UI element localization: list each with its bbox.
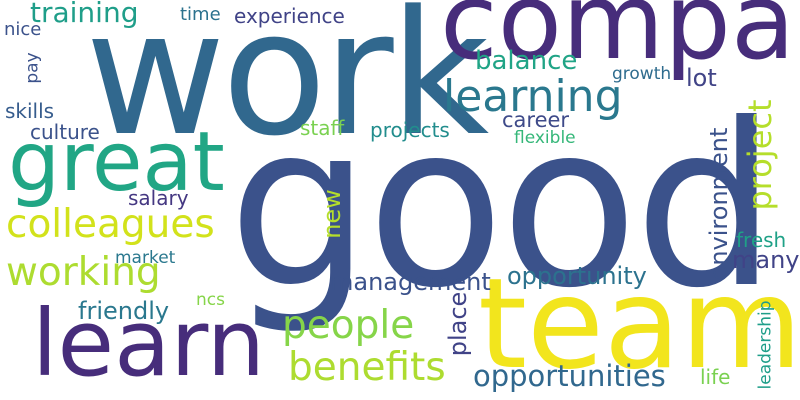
word-nice: nice — [4, 19, 42, 40]
word-company: company — [440, 0, 800, 83]
word-project: project — [741, 99, 779, 211]
word-friendly: friendly — [78, 297, 170, 325]
word-lot: lot — [686, 64, 717, 92]
word-opportunities: opportunities — [473, 359, 666, 393]
word-fresh: fresh — [736, 228, 787, 252]
word-leadership: leadership — [755, 300, 776, 390]
word-great: great — [8, 115, 225, 210]
word-skills: skills — [5, 99, 55, 123]
word-new: new — [318, 189, 346, 239]
word-good: good — [228, 76, 777, 338]
word-balance: balance — [475, 46, 578, 76]
word-salary: salary — [128, 186, 189, 210]
word-many: many — [732, 246, 800, 274]
word-time: time — [180, 4, 221, 25]
word-flexible: flexible — [514, 128, 576, 148]
word-place: place — [444, 291, 472, 357]
word-ncs: ncs — [196, 290, 225, 310]
word-market: market — [115, 248, 176, 268]
word-culture: culture — [30, 120, 100, 144]
word-training: training — [30, 0, 139, 29]
word-life: life — [700, 365, 731, 389]
word-projects: projects — [370, 118, 450, 142]
word-growth: growth — [612, 64, 672, 84]
word-management: management — [330, 268, 491, 296]
word-benefits: benefits — [288, 345, 446, 390]
word-experience: experience — [234, 4, 345, 28]
word-staff: staff — [300, 116, 345, 140]
word-working: working — [6, 250, 161, 295]
word-pay: pay — [22, 52, 43, 84]
word-learning: learning — [443, 71, 623, 122]
word-opportunity: opportunity — [507, 262, 647, 290]
word-people: people — [282, 303, 415, 348]
word-environment: environment — [705, 127, 733, 281]
word-learn: learn — [32, 290, 266, 397]
word-team: team — [478, 252, 800, 397]
word-career: career — [502, 108, 570, 132]
word-colleagues: colleagues — [6, 202, 215, 247]
word-work: work — [85, 0, 489, 174]
